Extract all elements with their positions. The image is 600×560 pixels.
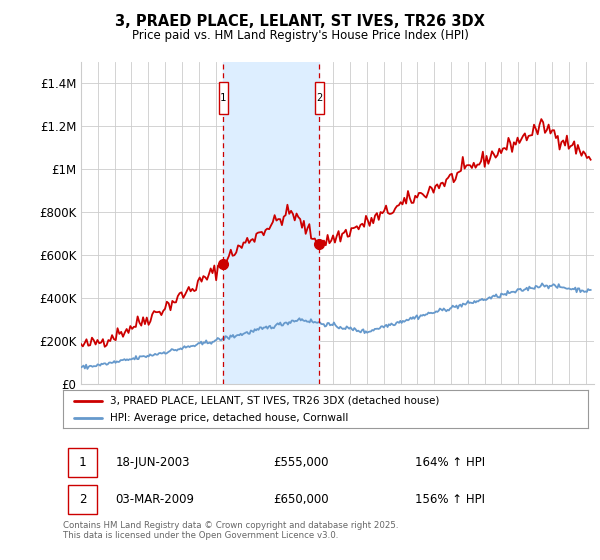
Text: 2: 2 — [316, 93, 322, 103]
Text: Price paid vs. HM Land Registry's House Price Index (HPI): Price paid vs. HM Land Registry's House … — [131, 29, 469, 42]
Text: HPI: Average price, detached house, Cornwall: HPI: Average price, detached house, Corn… — [110, 413, 349, 423]
Text: 18-JUN-2003: 18-JUN-2003 — [115, 456, 190, 469]
Text: Contains HM Land Registry data © Crown copyright and database right 2025.
This d: Contains HM Land Registry data © Crown c… — [63, 521, 398, 540]
Bar — [223, 62, 319, 384]
Text: £555,000: £555,000 — [273, 456, 329, 469]
Text: 3, PRAED PLACE, LELANT, ST IVES, TR26 3DX: 3, PRAED PLACE, LELANT, ST IVES, TR26 3D… — [115, 14, 485, 29]
Text: £650,000: £650,000 — [273, 493, 329, 506]
FancyBboxPatch shape — [218, 82, 228, 114]
FancyBboxPatch shape — [68, 448, 97, 477]
FancyBboxPatch shape — [314, 82, 324, 114]
Text: 1: 1 — [79, 456, 86, 469]
Text: 2: 2 — [79, 493, 86, 506]
Text: 03-MAR-2009: 03-MAR-2009 — [115, 493, 194, 506]
FancyBboxPatch shape — [68, 486, 97, 514]
Text: 164% ↑ HPI: 164% ↑ HPI — [415, 456, 485, 469]
Text: 3, PRAED PLACE, LELANT, ST IVES, TR26 3DX (detached house): 3, PRAED PLACE, LELANT, ST IVES, TR26 3D… — [110, 395, 440, 405]
Text: 1: 1 — [220, 93, 226, 103]
Text: 156% ↑ HPI: 156% ↑ HPI — [415, 493, 485, 506]
